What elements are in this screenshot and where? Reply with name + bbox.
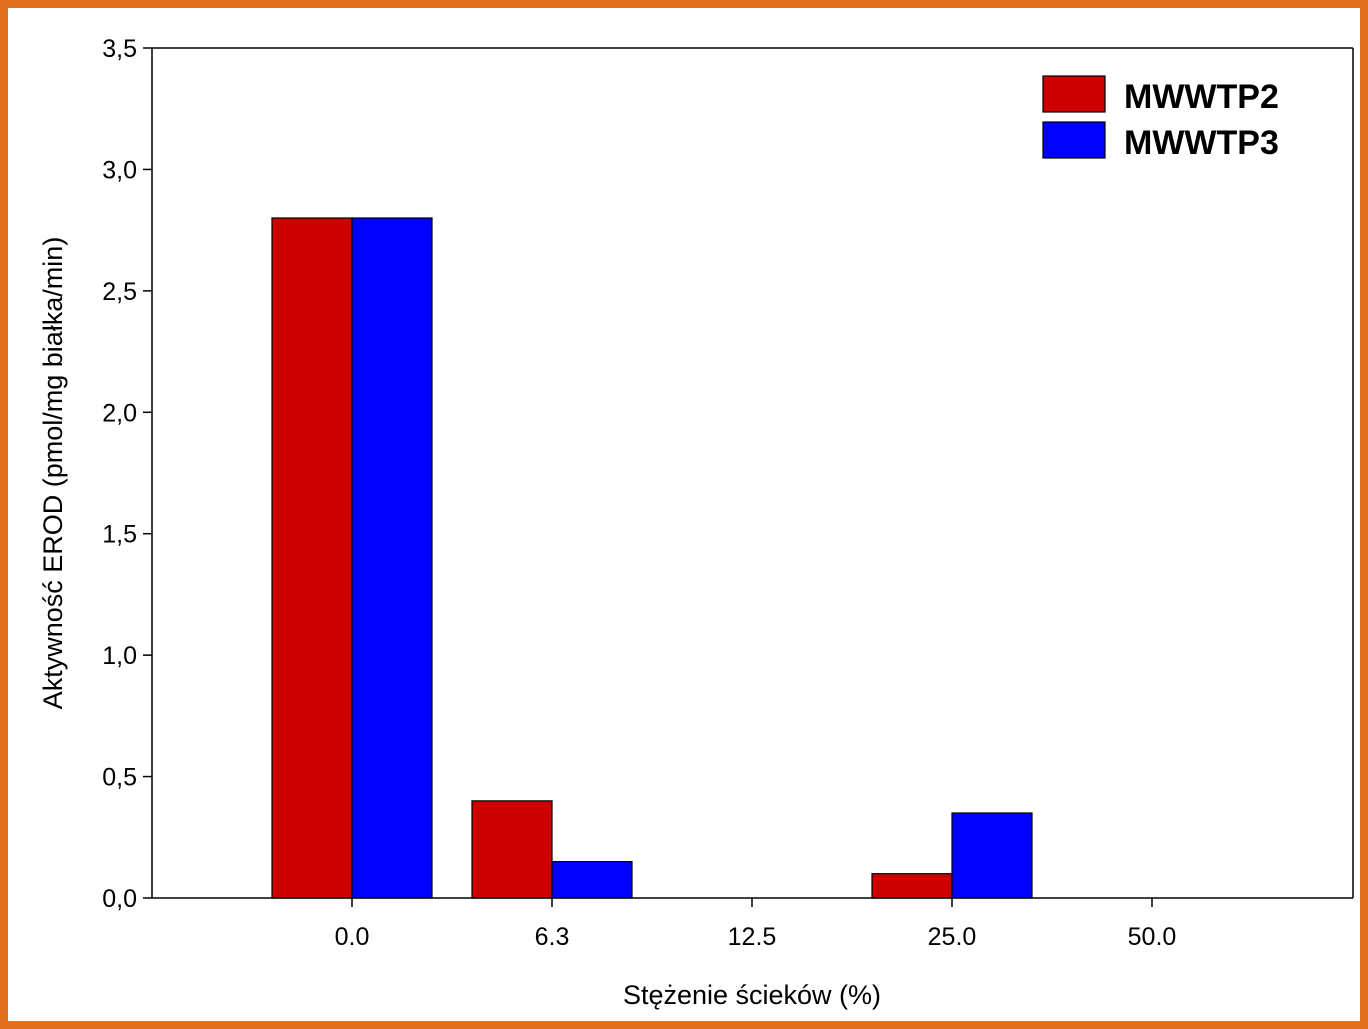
y-tick-label: 3,5 xyxy=(102,35,137,63)
legend-swatch-mwwtp2 xyxy=(1042,75,1106,113)
x-tick-label: 0.0 xyxy=(335,923,370,951)
x-tick-label: 6.3 xyxy=(535,923,570,951)
x-tick-label: 50.0 xyxy=(1128,923,1177,951)
y-tick-label: 1,0 xyxy=(102,642,137,670)
y-tick-label: 0,0 xyxy=(102,885,137,913)
legend-label-mwwtp3: MWWTP3 xyxy=(1124,124,1279,162)
legend-label-mwwtp2: MWWTP2 xyxy=(1124,78,1279,116)
x-ticks: 0.0 6.3 12.5 25.0 50.0 xyxy=(335,898,1177,951)
y-tick-label: 3,0 xyxy=(102,156,137,184)
bars-layer xyxy=(271,217,1033,899)
legend-swatch-mwwtp3 xyxy=(1042,121,1106,159)
bar-mwwtp3-25.0 xyxy=(951,812,1033,899)
bar-mwwtp3-0.0 xyxy=(351,217,433,899)
x-axis-title: Stężenie ścieków (%) xyxy=(623,980,881,1010)
legend: MWWTP2 MWWTP3 xyxy=(1042,75,1279,162)
y-tick-label: 2,5 xyxy=(102,278,137,306)
y-tick-label: 2,0 xyxy=(102,399,137,427)
y-tick-label: 0,5 xyxy=(102,764,137,792)
y-tick-label: 1,5 xyxy=(102,521,137,549)
bar-mwwtp2-25.0 xyxy=(871,873,953,899)
bar-mwwtp2-0.0 xyxy=(271,217,353,899)
bar-mwwtp3-6.3 xyxy=(551,860,633,899)
y-axis-title: Aktywność EROD (pmol/mg białka/min) xyxy=(38,237,68,710)
x-tick-label: 25.0 xyxy=(928,923,977,951)
bar-mwwtp2-6.3 xyxy=(471,800,553,899)
x-tick-label: 12.5 xyxy=(728,923,777,951)
y-ticks: 0,0 0,5 1,0 1,5 2,0 2,5 3,0 3,5 xyxy=(102,35,152,913)
